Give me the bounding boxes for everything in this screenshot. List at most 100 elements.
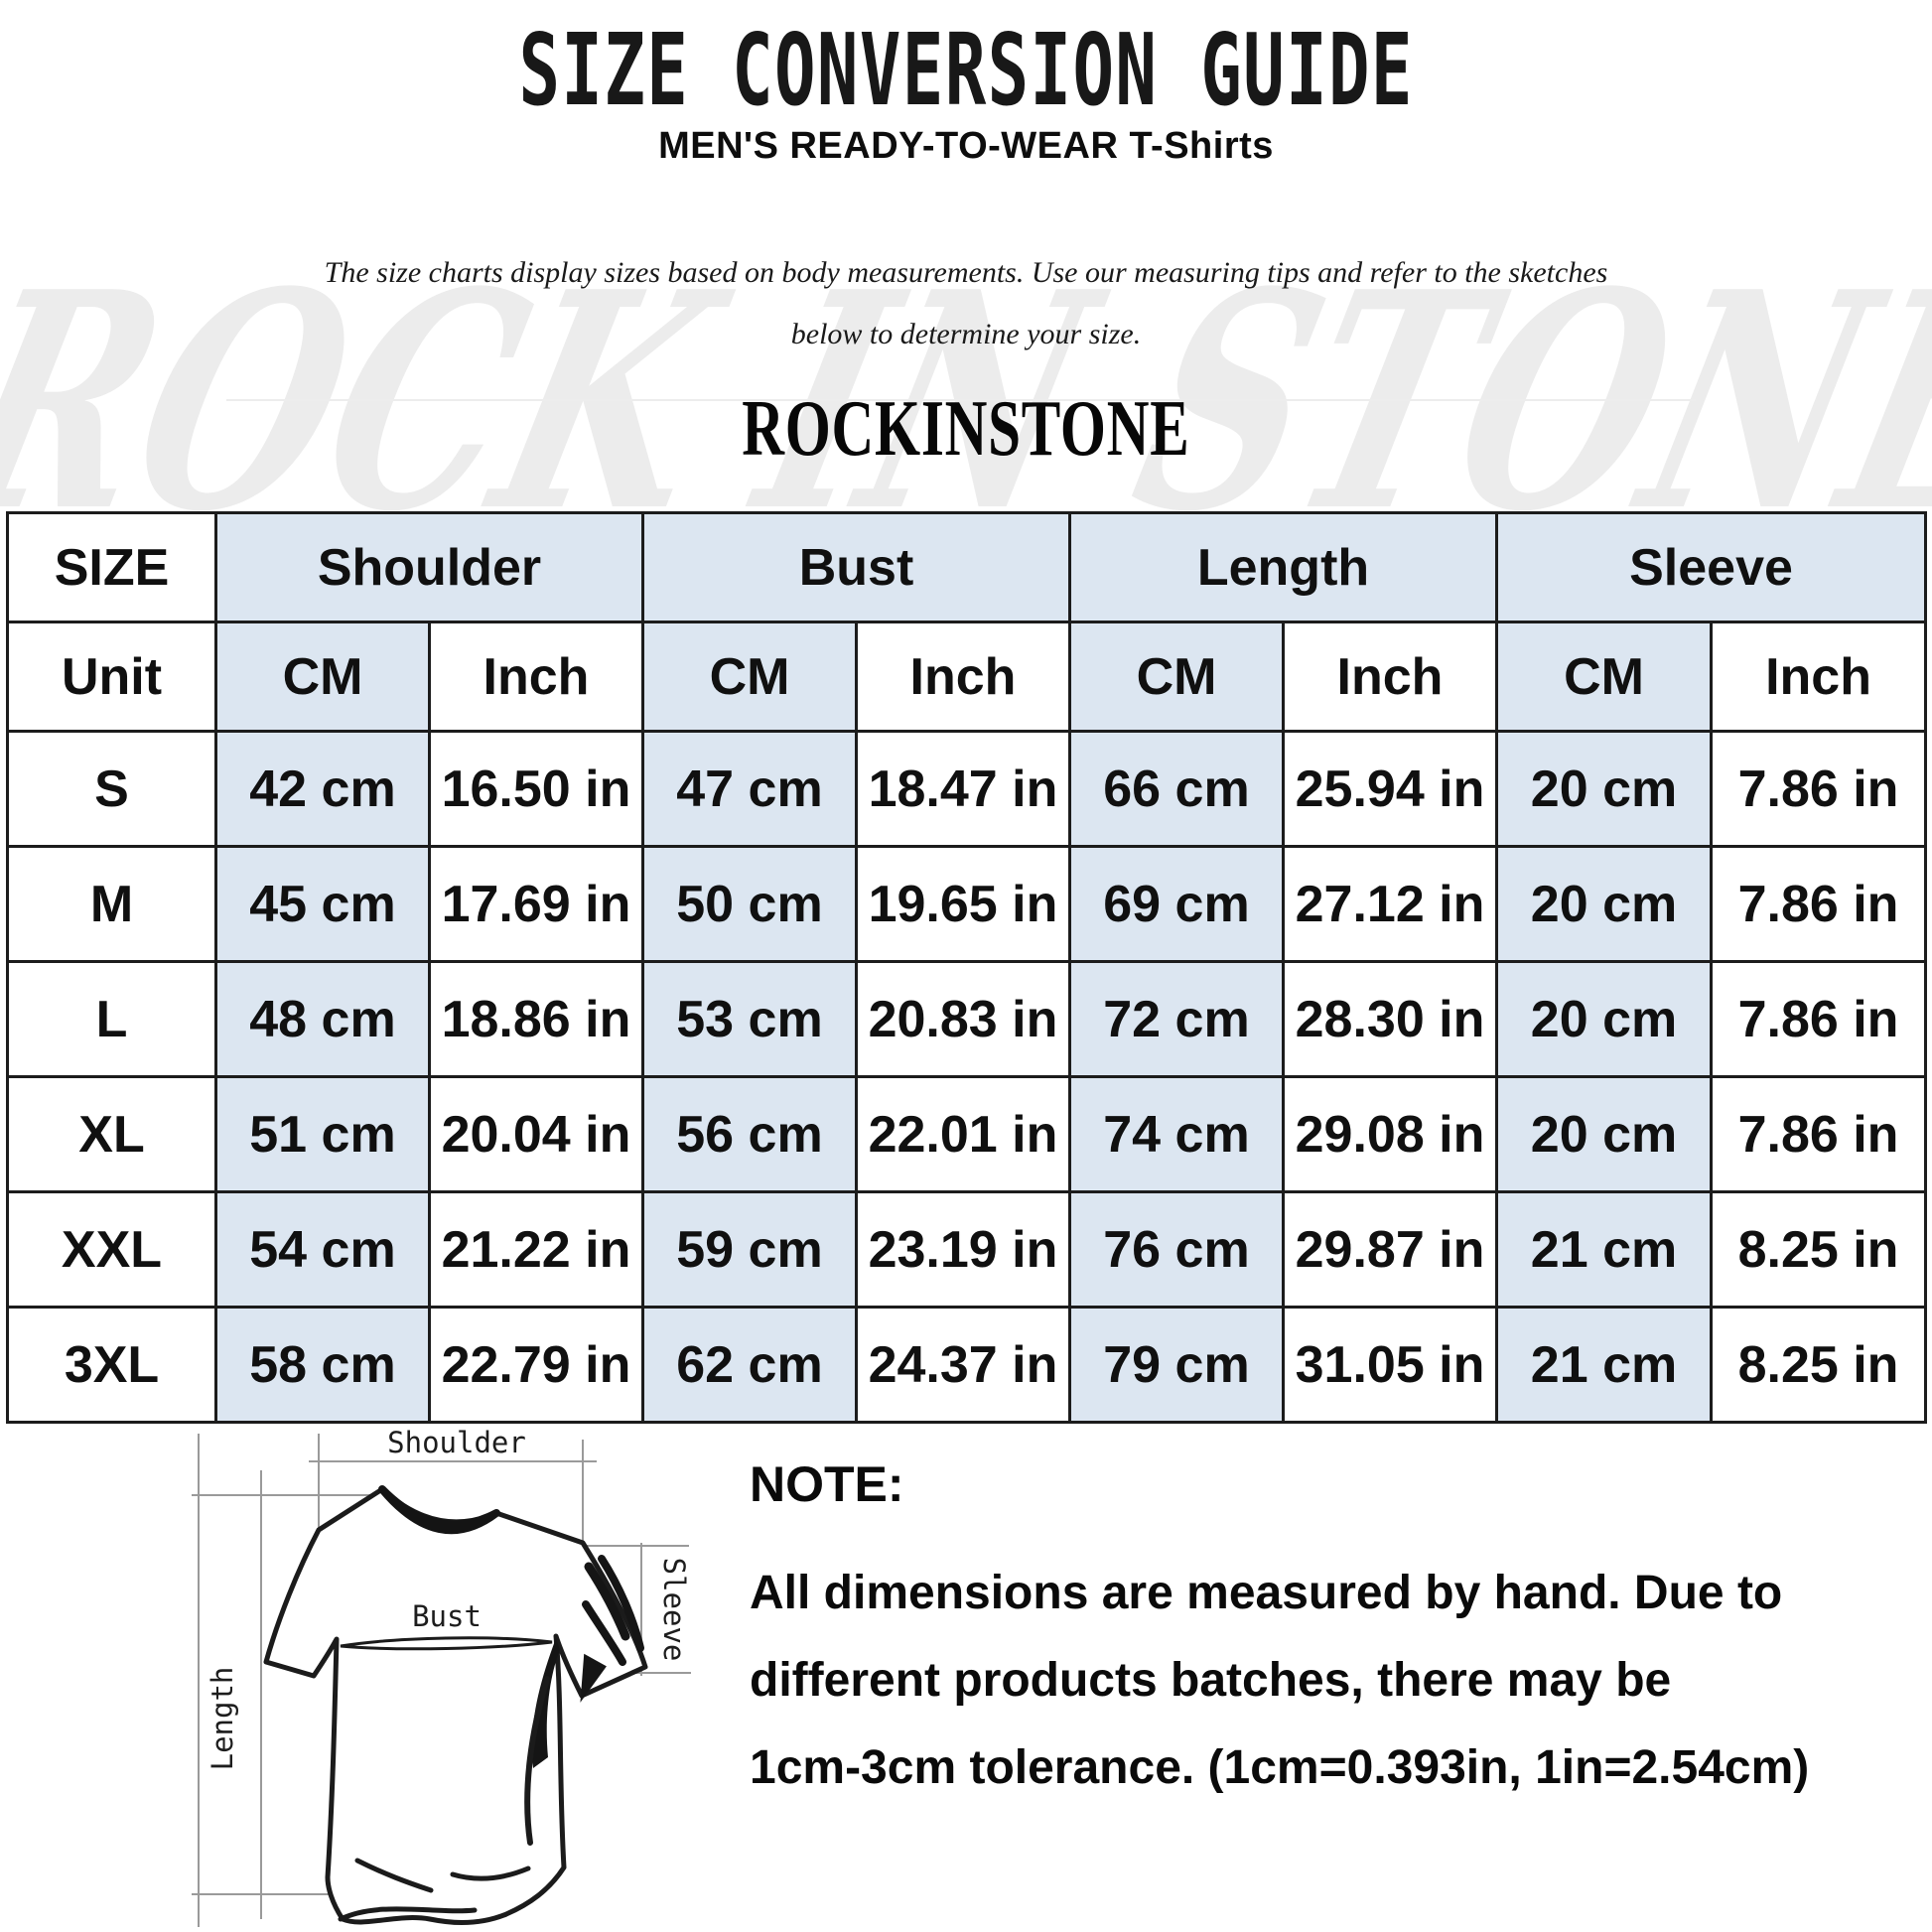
body-wrinkle xyxy=(524,1676,550,1846)
measurement-cell: 27.12 in xyxy=(1281,845,1499,963)
size-cell: M xyxy=(6,845,217,963)
size-conversion-table: SIZE Shoulder Bust Length Sleeve Unit CM… xyxy=(6,511,1928,1424)
measurement-cell: 62 cm xyxy=(641,1306,858,1424)
description: The size charts display sizes based on b… xyxy=(0,242,1932,365)
bust-line xyxy=(340,1636,553,1651)
unit-cell-inch: Inch xyxy=(1710,621,1928,733)
note-heading: NOTE: xyxy=(750,1456,904,1512)
col-group-shoulder: Shoulder xyxy=(214,511,644,623)
measurement-cell: 21.22 in xyxy=(428,1190,644,1309)
measurement-cell: 8.25 in xyxy=(1710,1190,1928,1309)
measurement-cell: 20 cm xyxy=(1495,960,1714,1078)
label-shoulder: Shoulder xyxy=(387,1426,526,1459)
measurement-cell: 51 cm xyxy=(214,1075,431,1193)
measurement-cell: 29.87 in xyxy=(1281,1190,1499,1309)
table-row: XL 51 cm 20.04 in 56 cm 22.01 in 74 cm 29.08 i… xyxy=(6,1075,1928,1193)
measurement-cell: 79 cm xyxy=(1068,1306,1285,1424)
label-bust: Bust xyxy=(412,1599,482,1633)
measurement-cell: 56 cm xyxy=(641,1075,858,1193)
table-row: XXL 54 cm 21.22 in 59 cm 23.19 in 76 cm 29.87 … xyxy=(6,1190,1928,1309)
note-block: NOTE: All dimensions are measured by han… xyxy=(750,1457,1881,1812)
measurement-cell: 21 cm xyxy=(1495,1190,1714,1309)
col-group-length: Length xyxy=(1067,511,1499,623)
measurement-cell: 20 cm xyxy=(1495,1075,1714,1193)
table-row: L 48 cm 18.86 in 53 cm 20.83 in 72 cm 28.30 in… xyxy=(6,960,1928,1078)
measurement-cell: 7.86 in xyxy=(1710,960,1928,1078)
note-line: different products batches, there may be xyxy=(750,1654,1672,1707)
measurement-cell: 72 cm xyxy=(1068,960,1285,1078)
measurement-cell: 18.86 in xyxy=(428,960,644,1078)
measurement-cell: 59 cm xyxy=(641,1190,858,1309)
measurement-cell: 42 cm xyxy=(214,730,431,848)
page-title: SIZE CONVERSION GUIDE xyxy=(518,12,1414,128)
divider-line xyxy=(226,399,1696,401)
measurement-cell: 28.30 in xyxy=(1281,960,1499,1078)
size-cell: XL xyxy=(6,1075,217,1193)
size-table-body: S 42 cm 16.50 in 47 cm 18.47 in 66 cm 25.94 in… xyxy=(6,730,1928,1424)
table-row: S 42 cm 16.50 in 47 cm 18.47 in 66 cm 25.94 in… xyxy=(6,730,1928,848)
tshirt-measurement-diagram: Shoulder Bust Sleeve Length xyxy=(192,1426,691,1927)
col-group-bust: Bust xyxy=(641,511,1071,623)
measurement-cell: 20 cm xyxy=(1495,730,1714,848)
size-cell: XXL xyxy=(6,1190,217,1309)
measurement-cell: 45 cm xyxy=(214,845,431,963)
measurement-cell: 18.47 in xyxy=(855,730,1071,848)
measurement-cell: 31.05 in xyxy=(1281,1306,1499,1424)
description-line-2: below to determine your size. xyxy=(790,318,1142,350)
measurement-cell: 23.19 in xyxy=(855,1190,1071,1309)
sleeve-shading xyxy=(580,1555,644,1703)
size-cell: L xyxy=(6,960,217,1078)
label-length: Length xyxy=(206,1667,239,1771)
measurement-cell: 7.86 in xyxy=(1710,1075,1928,1193)
tshirt-outline xyxy=(263,1486,648,1925)
measurement-cell: 17.69 in xyxy=(428,845,644,963)
measurement-cell: 47 cm xyxy=(641,730,858,848)
measurement-cell: 53 cm xyxy=(641,960,858,1078)
measurement-cell: 16.50 in xyxy=(428,730,644,848)
measurement-cell: 25.94 in xyxy=(1281,730,1499,848)
size-cell: S xyxy=(6,730,217,848)
collar xyxy=(378,1485,500,1535)
measurement-cell: 69 cm xyxy=(1068,845,1285,963)
measurement-cell: 20 cm xyxy=(1495,845,1714,963)
measurement-cell: 22.01 in xyxy=(855,1075,1071,1193)
measurement-cell: 58 cm xyxy=(214,1306,431,1424)
table-group-header-row: SIZE Shoulder Bust Length Sleeve xyxy=(6,511,1928,623)
measurement-cell: 19.65 in xyxy=(855,845,1071,963)
measurement-cell: 7.86 in xyxy=(1710,730,1928,848)
table-row: 3XL 58 cm 22.79 in 62 cm 24.37 in 79 cm 31.05 … xyxy=(6,1306,1928,1424)
measurement-cell: 74 cm xyxy=(1068,1075,1285,1193)
measurement-cell: 54 cm xyxy=(214,1190,431,1309)
page-subtitle: MEN'S READY-TO-WEAR T-Shirts xyxy=(658,125,1274,167)
measurement-cell: 22.79 in xyxy=(428,1306,644,1424)
hem-folds xyxy=(338,1858,531,1922)
measurement-cell: 7.86 in xyxy=(1710,845,1928,963)
col-group-size: SIZE xyxy=(6,511,217,623)
description-line-1: The size charts display sizes based on b… xyxy=(324,256,1608,289)
table-row: M 45 cm 17.69 in 50 cm 19.65 in 69 cm 27.12 in… xyxy=(6,845,1928,963)
note-line: All dimensions are measured by hand. Due… xyxy=(750,1567,1783,1619)
measurement-cell: 50 cm xyxy=(641,845,858,963)
table-unit-row: Unit CM Inch CM Inch CM Inch CM Inch xyxy=(6,621,1928,733)
measurement-cell: 48 cm xyxy=(214,960,431,1078)
measurement-cell: 20.04 in xyxy=(428,1075,644,1193)
measurement-cell: 8.25 in xyxy=(1710,1306,1928,1424)
unit-cell-inch: Inch xyxy=(1281,621,1499,733)
unit-cell-inch: Inch xyxy=(855,621,1071,733)
unit-cell-cm: CM xyxy=(214,621,431,733)
unit-label: Unit xyxy=(6,621,217,733)
note-line: 1cm-3cm tolerance. (1cm=0.393in, 1in=2.5… xyxy=(750,1741,1810,1794)
side-fold-shading xyxy=(531,1638,560,1768)
measurement-cell: 20.83 in xyxy=(855,960,1071,1078)
measurement-cell: 29.08 in xyxy=(1281,1075,1499,1193)
unit-cell-cm: CM xyxy=(1068,621,1285,733)
watermark-text: ROCK IN STONE xyxy=(0,226,1932,564)
unit-cell-cm: CM xyxy=(641,621,858,733)
col-group-sleeve: Sleeve xyxy=(1495,511,1928,623)
measurement-cell: 21 cm xyxy=(1495,1306,1714,1424)
measurement-cell: 24.37 in xyxy=(855,1306,1071,1424)
size-cell: 3XL xyxy=(6,1306,217,1424)
unit-cell-inch: Inch xyxy=(428,621,644,733)
measurement-cell: 76 cm xyxy=(1068,1190,1285,1309)
measurement-cell: 66 cm xyxy=(1068,730,1285,848)
